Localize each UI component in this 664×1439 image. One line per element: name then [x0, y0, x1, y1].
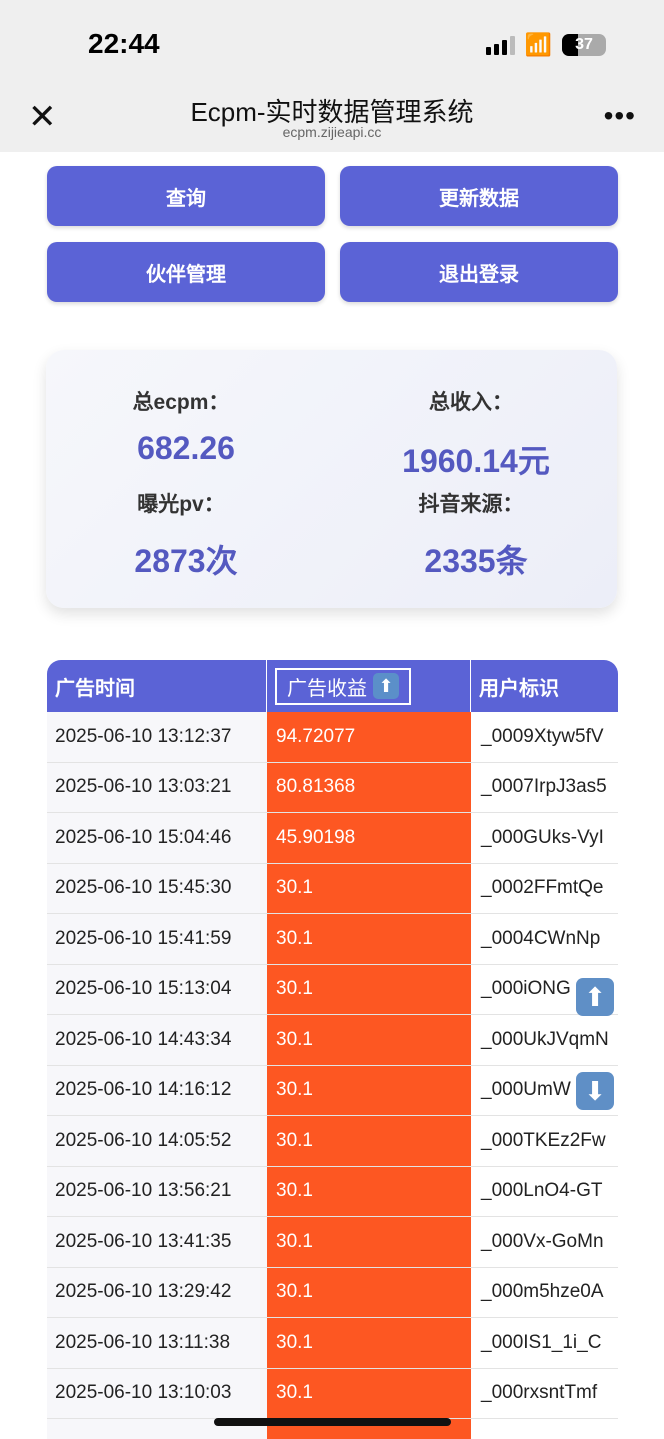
ad-revenue-cell: 30.1 — [267, 1267, 471, 1317]
income-label: 总收入： — [429, 391, 513, 414]
user-id-cell: _0009Xtyw5fV — [471, 712, 618, 762]
user-id-cell: _000m5hze0A — [471, 1267, 618, 1317]
pv-value: 2873次 — [134, 543, 238, 579]
user-id-cell: _0007IrpJ3as5 — [471, 762, 618, 812]
table-row[interactable]: 2025-06-10 15:45:30 30.1 _0002FFmtQe — [47, 863, 618, 914]
table-row[interactable]: 2025-06-10 13:12:37 94.72077 _0009Xtyw5fV — [47, 712, 618, 763]
wifi-icon: 📶 — [524, 32, 552, 57]
status-icons: 📶 37 — [485, 32, 606, 58]
ad-data-table: 广告时间 广告收益 ⬆ 用户标识 2025-06-10 13:12:37 94.72… — [47, 660, 618, 1439]
ad-time-cell: 2025-06-10 14:05:52 — [47, 1116, 267, 1166]
page-title: Ecpm-实时数据管理系统 — [190, 97, 474, 127]
ad-time-cell: 2025-06-10 13:29:42 — [47, 1267, 267, 1317]
ecpm-label: 总ecpm： — [132, 391, 230, 414]
logout-button[interactable]: 退出登录 — [340, 242, 618, 302]
header-ad-revenue-label: 广告收益 — [287, 677, 367, 700]
table-row[interactable]: 2025-06-10 13:10:03 30.1 _000rxsntTmf — [47, 1368, 618, 1419]
user-id-cell: _000UkJVqmN — [471, 1015, 618, 1065]
ad-time-cell: 2025-06-10 15:45:30 — [47, 863, 267, 913]
income-value: 1960.14元 — [402, 443, 550, 479]
more-icon[interactable]: ••• — [603, 100, 636, 131]
ad-revenue-cell: 30.1 — [267, 1116, 471, 1166]
ecpm-value: 682.26 — [137, 430, 235, 466]
ad-time-cell: 2025-06-10 14:43:34 — [47, 1015, 267, 1065]
stats-card: 总ecpm： 682.26 总收入： 1960.14元 曝光pv： 2873次 … — [46, 350, 617, 608]
scroll-bottom-button[interactable]: ⬇ — [576, 1072, 614, 1110]
arrow-down-icon: ⬇ — [584, 1076, 606, 1106]
user-id-cell: _000LnO4-GT — [471, 1166, 618, 1216]
scroll-top-button[interactable]: ⬆ — [576, 978, 614, 1016]
ad-revenue-cell: 30.1 — [267, 1368, 471, 1418]
header-ad-time[interactable]: 广告时间 — [47, 660, 267, 712]
ad-revenue-cell: 45.90198 — [267, 813, 471, 863]
status-time: 22:44 — [88, 28, 160, 59]
close-icon[interactable]: ✕ — [28, 98, 57, 136]
pv-label: 曝光pv： — [137, 493, 225, 516]
table-row[interactable]: 2025-06-10 13:03:21 80.81368 _0007IrpJ3as5 — [47, 762, 618, 813]
ad-time-cell: 2025-06-10 13:12:37 — [47, 712, 267, 762]
update-data-button[interactable]: 更新数据 — [340, 166, 618, 226]
table-row[interactable]: 2025-06-10 15:04:46 45.90198 _000GUks-VyI — [47, 813, 618, 864]
table-row[interactable]: 2025-06-10 13:56:21 30.1 _000LnO4-GT — [47, 1166, 618, 1217]
partner-management-button[interactable]: 伙伴管理 — [47, 242, 325, 302]
source-label: 抖音来源： — [418, 493, 524, 516]
table-row[interactable]: 2025-06-10 13:29:42 30.1 _000m5hze0A — [47, 1267, 618, 1318]
user-id-cell: _000GUks-VyI — [471, 813, 618, 863]
ad-revenue-cell: 30.1 — [267, 1015, 471, 1065]
arrow-up-icon: ⬆ — [584, 982, 606, 1012]
page-url: ecpm.zijieapi.cc — [282, 124, 382, 140]
battery-icon: 37 — [562, 34, 606, 56]
user-id-cell: _000TKEz2Fw — [471, 1116, 618, 1166]
ad-revenue-cell: 30.1 — [267, 1166, 471, 1216]
table-row[interactable]: 2025-06-10 15:41:59 30.1 _0004CWnNp — [47, 914, 618, 965]
ad-time-cell: 2025-06-10 13:41:35 — [47, 1217, 267, 1267]
ad-revenue-cell: 30.1 — [267, 1318, 471, 1368]
table-row[interactable]: 2025-06-10 15:13:04 30.1 _000iONG — [47, 964, 618, 1015]
ad-revenue-cell: 30.1 — [267, 964, 471, 1014]
user-id-cell: _000IS1_1i_C — [471, 1318, 618, 1368]
table-row[interactable]: 2025-06-10 14:43:34 30.1 _000UkJVqmN — [47, 1015, 618, 1066]
user-id-cell: _0002FFmtQe — [471, 863, 618, 913]
user-id-cell: _000Vx-GoMn — [471, 1217, 618, 1267]
signal-icon — [485, 35, 515, 55]
ad-time-cell: 2025-06-10 13:03:21 — [47, 762, 267, 812]
header-user-id[interactable]: 用户标识 — [479, 677, 559, 700]
query-button[interactable]: 查询 — [47, 166, 325, 226]
table-header: 广告时间 广告收益 ⬆ 用户标识 — [47, 660, 618, 712]
sort-up-icon[interactable]: ⬆ — [373, 673, 399, 699]
ad-revenue-cell: 94.72077 — [267, 712, 471, 762]
ad-time-cell: 2025-06-10 13:10:03 — [47, 1368, 267, 1418]
user-id-cell: _0004CWnNp — [471, 914, 618, 964]
user-id-cell: _000rxsntTmf — [471, 1368, 618, 1418]
ad-time-cell: 2025-06-10 15:13:04 — [47, 964, 267, 1014]
ad-time-cell: 2025-06-10 13:56:21 — [47, 1166, 267, 1216]
home-indicator[interactable] — [214, 1418, 451, 1426]
ad-time-cell: 2025-06-10 13:11:38 — [47, 1318, 267, 1368]
source-value: 2335条 — [424, 543, 528, 579]
ad-revenue-cell: 30.1 — [267, 1065, 471, 1115]
table-body: 2025-06-10 13:12:37 94.72077 _0009Xtyw5fV 2… — [47, 712, 618, 1419]
ad-revenue-cell: 30.1 — [267, 863, 471, 913]
ad-revenue-cell: 30.1 — [267, 914, 471, 964]
browser-header: 22:44 📶 37 ✕ Ecpm-实时数据管理系统 ecpm.zijieapi… — [0, 0, 664, 152]
table-row[interactable]: 2025-06-10 13:11:38 30.1 _000IS1_1i_C — [47, 1318, 618, 1369]
ad-revenue-cell: 80.81368 — [267, 762, 471, 812]
ad-time-cell: 2025-06-10 14:16:12 — [47, 1065, 267, 1115]
ad-time-cell: 2025-06-10 15:04:46 — [47, 813, 267, 863]
header-ad-revenue[interactable]: 广告收益 ⬆ — [267, 660, 471, 712]
ad-revenue-cell: 30.1 — [267, 1217, 471, 1267]
table-row[interactable]: 2025-06-10 14:16:12 30.1 _000UmW — [47, 1065, 618, 1116]
table-row[interactable]: 2025-06-10 14:05:52 30.1 _000TKEz2Fw — [47, 1116, 618, 1167]
table-row[interactable]: 2025-06-10 13:41:35 30.1 _000Vx-GoMn — [47, 1217, 618, 1268]
ad-time-cell: 2025-06-10 15:41:59 — [47, 914, 267, 964]
